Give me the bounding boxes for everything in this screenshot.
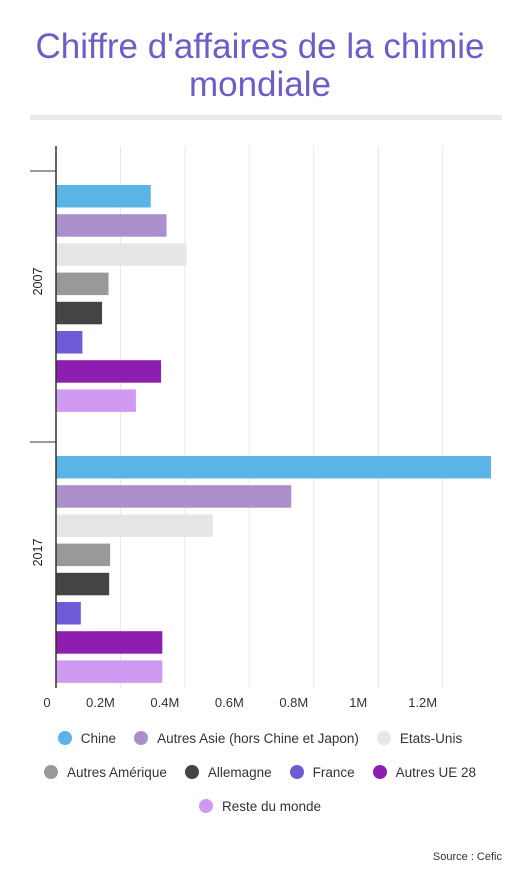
legend-item: Autres UE 28 bbox=[372, 764, 476, 780]
bar bbox=[56, 360, 162, 383]
legend-item: Etats-Unis bbox=[376, 730, 463, 746]
legend-swatch bbox=[198, 799, 213, 813]
bar bbox=[56, 185, 151, 208]
chart-legend: Chine Autres Asie (hors Chine et Japon) Et… bbox=[30, 728, 490, 830]
bar bbox=[56, 272, 109, 296]
legend-item: Allemagne bbox=[184, 764, 272, 780]
x-tick-label: 0.4M bbox=[150, 695, 179, 710]
legend-row: Reste du monde bbox=[30, 796, 490, 816]
x-tick-label: 1.2M bbox=[408, 695, 437, 710]
bar bbox=[56, 389, 136, 412]
legend-label: Autres UE 28 bbox=[395, 764, 476, 780]
source-note: Source : Cefic bbox=[432, 851, 502, 863]
bar bbox=[56, 301, 103, 325]
legend-row: Chine Autres Asie (hors Chine et Japon) Et… bbox=[30, 728, 490, 748]
legend-item: France bbox=[289, 764, 355, 780]
legend-swatch bbox=[372, 765, 387, 779]
bar bbox=[56, 214, 167, 237]
bar bbox=[56, 660, 163, 683]
legend-item: Reste du monde bbox=[198, 798, 322, 814]
bar bbox=[56, 514, 213, 537]
legend-label: Allemagne bbox=[207, 764, 272, 780]
bar bbox=[56, 243, 187, 266]
x-tick-label: 0 bbox=[43, 695, 50, 710]
legend-item: Autres Asie (hors Chine et Japon) bbox=[134, 731, 359, 746]
legend-item: Autres Amérique bbox=[44, 765, 167, 780]
legend-swatch bbox=[376, 731, 391, 745]
bar bbox=[56, 572, 110, 596]
legend-swatch bbox=[44, 765, 59, 779]
x-tick-label: 1M bbox=[349, 695, 367, 710]
bar bbox=[56, 543, 111, 567]
page-title: Chiffre d'affaires de la chimie mondiale bbox=[35, 27, 485, 104]
bar bbox=[56, 331, 83, 354]
legend-swatch bbox=[289, 765, 304, 779]
bar bbox=[56, 631, 163, 654]
y-tick-label: 2017 bbox=[31, 539, 45, 567]
legend-item: Chine bbox=[57, 730, 117, 746]
legend-label: France bbox=[312, 764, 355, 780]
legend-label: Autres Amérique bbox=[67, 764, 167, 780]
legend-swatch bbox=[134, 731, 149, 745]
bar bbox=[56, 456, 491, 479]
x-tick-label: 0.8M bbox=[279, 695, 308, 710]
title-divider bbox=[30, 115, 502, 120]
legend-swatch bbox=[184, 765, 199, 779]
x-tick-label: 0.6M bbox=[215, 695, 244, 710]
bar bbox=[56, 485, 292, 508]
bar bbox=[56, 602, 81, 625]
x-tick-label: 0.2M bbox=[86, 695, 115, 710]
legend-swatch bbox=[57, 731, 72, 745]
legend-label: Autres Asie (hors Chine et Japon) bbox=[157, 730, 359, 746]
y-tick-label: 2007 bbox=[31, 268, 45, 296]
legend-label: Etats-Unis bbox=[399, 730, 463, 746]
legend-label: Chine bbox=[80, 730, 117, 746]
legend-label: Reste du monde bbox=[221, 798, 322, 814]
legend-row: Autres Amérique Allemagne France Autres UE … bbox=[30, 762, 490, 782]
bar-chart: 2007 2017 0 0.2M 0.4M 0.6M 0.8M 1M 1.2M bbox=[30, 146, 491, 710]
